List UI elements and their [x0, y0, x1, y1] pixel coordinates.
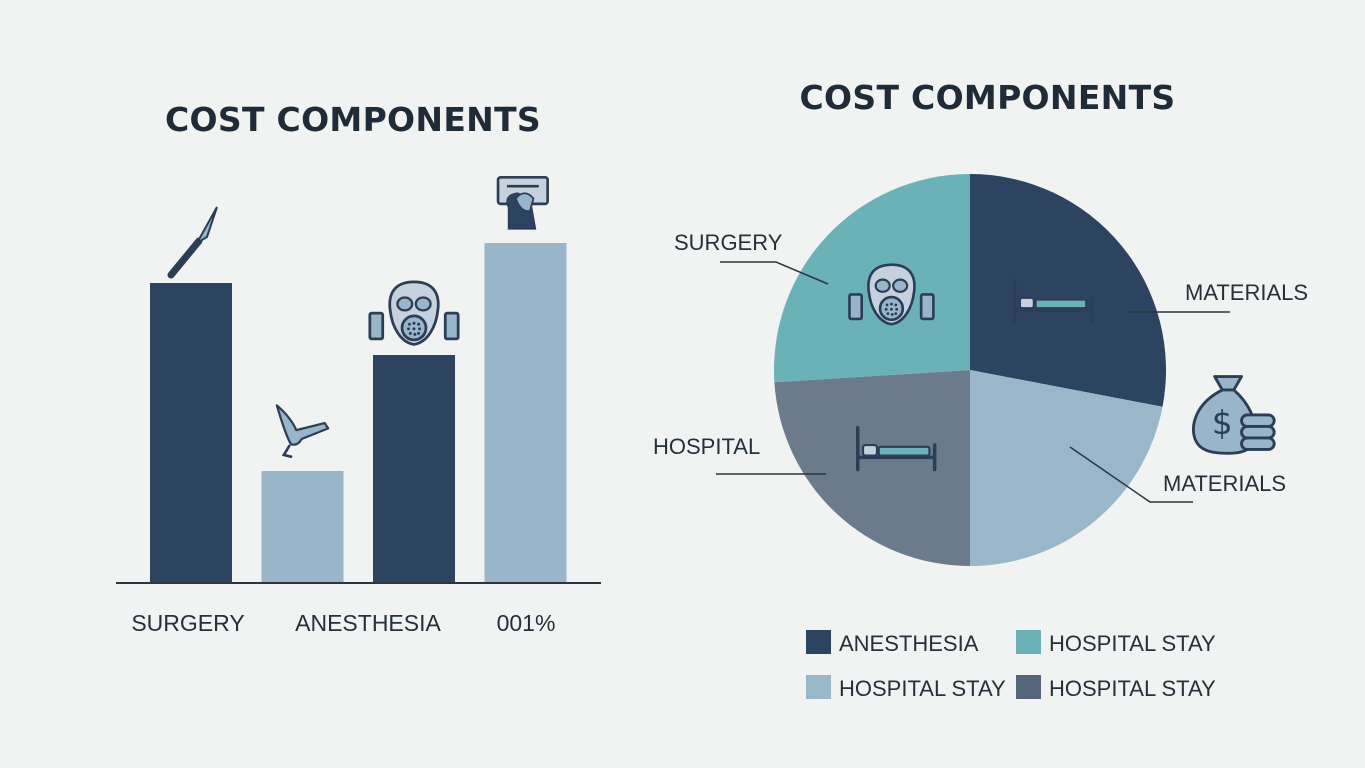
money-bag-icon — [1191, 375, 1276, 455]
pie-slice-label: MATERIALS — [1163, 471, 1286, 496]
pie-slice-label: HOSPITAL — [653, 434, 760, 459]
pie-slice-2 — [970, 370, 1163, 566]
pie-legend: ANESTHESIA HOSPITAL STAY HOSPITAL STAY HOSP… — [806, 630, 1216, 701]
legend-swatch — [1016, 675, 1041, 699]
pie-leader-line — [1069, 446, 1193, 503]
supplies-box-icon — [496, 175, 549, 231]
x-tick-label: SURGERY — [131, 610, 244, 636]
pie-slice-label: MATERIALS — [1185, 280, 1308, 305]
x-tick-label: 001% — [497, 610, 556, 636]
pie-slice-3 — [774, 370, 970, 566]
bar-chart: SURGERY ANESTHESIA 001% — [116, 175, 601, 636]
bar-1 — [150, 283, 232, 583]
surgical-tool-icon — [275, 403, 330, 459]
bar-chart-title: COST COMPONENTS — [165, 100, 541, 139]
legend-label: HOSPITAL STAY — [839, 676, 1006, 701]
legend-swatch — [806, 630, 831, 654]
pie-slice-label: SURGERY — [674, 230, 783, 255]
bar-4 — [484, 243, 567, 583]
legend-swatch — [806, 675, 831, 699]
x-tick-label: ANESTHESIA — [295, 610, 441, 636]
pie-slice-1 — [970, 174, 1167, 407]
pie-chart-title: COST COMPONENTS — [799, 78, 1176, 117]
bar-3 — [373, 355, 455, 583]
bar-2 — [261, 471, 344, 583]
legend-label: HOSPITAL STAY — [1049, 676, 1216, 701]
legend-swatch — [1016, 630, 1041, 654]
legend-label: HOSPITAL STAY — [1049, 631, 1216, 656]
pie-leader-line — [720, 261, 829, 285]
gas-mask-icon — [368, 280, 460, 346]
legend-label: ANESTHESIA — [839, 631, 979, 656]
scalpel-icon — [171, 207, 217, 275]
pie-chart: MATERIALS MATERIALS HOSPITAL SURGERY — [653, 174, 1308, 566]
